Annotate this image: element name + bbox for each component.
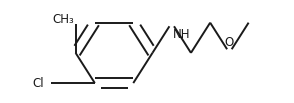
Text: CH₃: CH₃ — [52, 13, 74, 26]
Text: Cl: Cl — [32, 77, 44, 90]
Text: NH: NH — [173, 28, 191, 41]
Text: O: O — [225, 36, 234, 49]
